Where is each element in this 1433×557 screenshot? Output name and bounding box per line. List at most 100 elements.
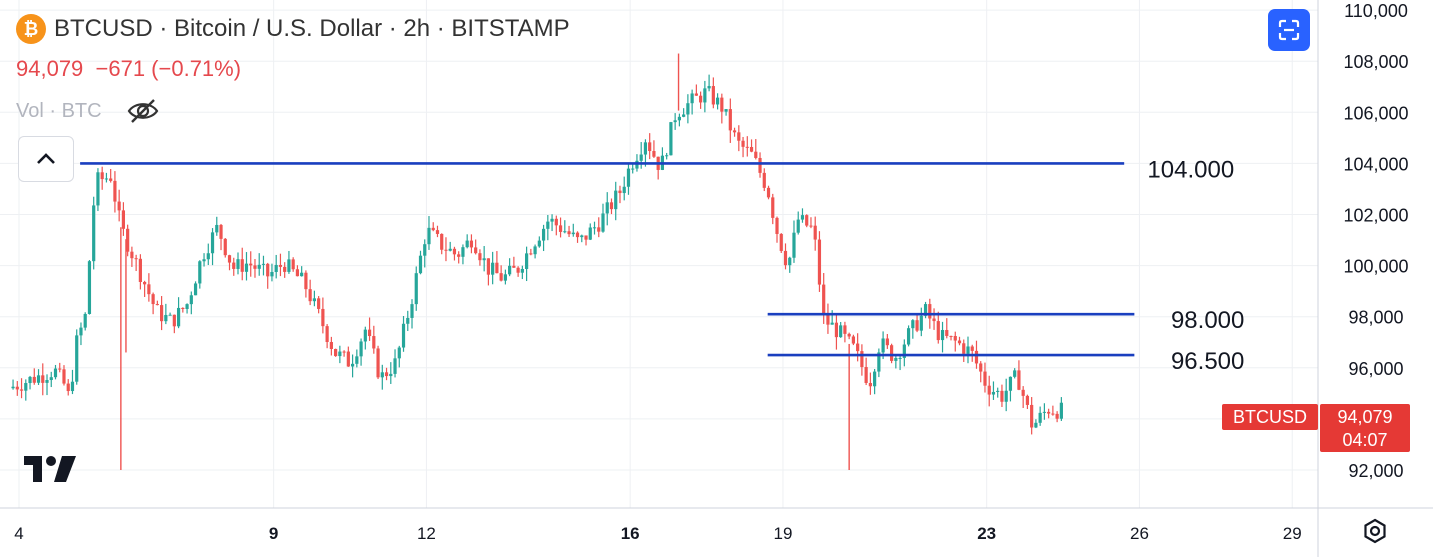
candle-body [1059,402,1063,419]
price-axis-label: 96,000 [1348,359,1403,379]
candle-body [813,225,817,240]
candle-body [966,346,970,354]
candle-body [732,130,737,133]
time-axis-label: 9 [269,524,278,543]
candle-body [932,318,936,322]
candle-body [232,262,236,269]
candle-body [355,356,359,364]
badge-price-bg [1320,404,1410,452]
volume-label: Vol · BTC [16,99,102,122]
candle-body [766,187,771,198]
eye-off-icon[interactable] [126,98,160,124]
candle-body [809,225,813,227]
candle-body [847,333,851,337]
candle-body [979,363,983,372]
candle-body [49,377,53,381]
candle-body [580,235,584,238]
candle-body [414,273,418,305]
candle-body [592,227,597,229]
candle-body [134,258,138,260]
candle-body [427,227,431,245]
candle-body [1008,376,1013,391]
symbol-title-row[interactable]: ₿ BTCUSD · Bitcoin / U.S. Dollar · 2h · … [16,14,570,44]
candle-body [762,172,766,188]
candle-body [923,304,928,316]
candle-body [96,172,100,206]
candle-body [711,86,715,105]
candle-body [198,261,202,284]
candle-body [563,231,567,233]
candle-body [155,304,159,306]
candle-body [1025,395,1030,405]
candle-body [143,281,147,285]
candle-body [172,314,176,327]
last-price-badge: BTCUSD 94,079 04:07 [1222,404,1410,452]
candle-body [104,178,109,180]
candle-body [626,168,631,187]
candle-body [843,325,847,334]
candle-body [461,247,465,257]
candle-body [75,335,79,382]
price-axis-label: 98,000 [1348,308,1403,328]
badge-symbol: BTCUSD [1233,407,1307,427]
candle-body [940,330,945,341]
candle-body [851,336,856,344]
candle-body [495,262,499,274]
candle-body [435,230,440,234]
candle-body [253,265,257,269]
candle-body [720,97,724,112]
candle-body [915,320,919,331]
candle-body [728,109,732,131]
candle-body [206,253,210,260]
candle-body [974,350,979,364]
candle-body [877,352,881,372]
candle-body [682,114,686,117]
candle-body [257,264,261,269]
candle-body [1055,413,1059,419]
candle-body [669,122,673,156]
price-axis-label: 92,000 [1348,461,1403,481]
candle-body [686,103,690,115]
candle-body [53,368,58,378]
time-axis-label: 23 [977,524,996,543]
candle-body [554,218,558,226]
chart-grid [0,0,1318,508]
candle-body [15,386,19,390]
candle-body [648,142,652,152]
candle-body [584,235,588,240]
candle-body [516,267,520,273]
candle-body [1042,411,1046,413]
candle-body [605,202,609,214]
candle-body [529,253,533,255]
collapse-legend-button[interactable] [18,136,74,182]
candle-body [618,190,622,194]
chevron-up-icon [37,153,55,164]
candle-body [754,151,758,158]
candle-body [32,376,36,383]
candle-body [240,259,244,272]
candle-body [546,221,550,229]
candle-body [176,307,181,327]
candle-body [79,327,83,336]
candle-body [113,180,117,202]
candle-body [45,380,49,383]
candle-body [601,213,605,232]
candle-body [58,368,62,370]
candle-body [482,258,486,261]
candle-body [800,215,805,220]
candle-body [1030,404,1034,428]
tradingview-logo[interactable] [22,452,78,489]
time-axis-label: 19 [773,524,792,543]
candle-body [70,381,75,392]
candle-body [278,264,283,267]
volume-row[interactable]: Vol · BTC [16,96,570,126]
settings-icon[interactable] [1362,518,1388,544]
candle-body [996,390,1000,392]
candle-body [100,172,104,180]
fullscreen-button[interactable] [1268,9,1310,51]
candle-body [300,272,304,277]
candle-body [384,372,389,377]
candle-body [652,151,656,157]
candle-body [987,385,991,395]
